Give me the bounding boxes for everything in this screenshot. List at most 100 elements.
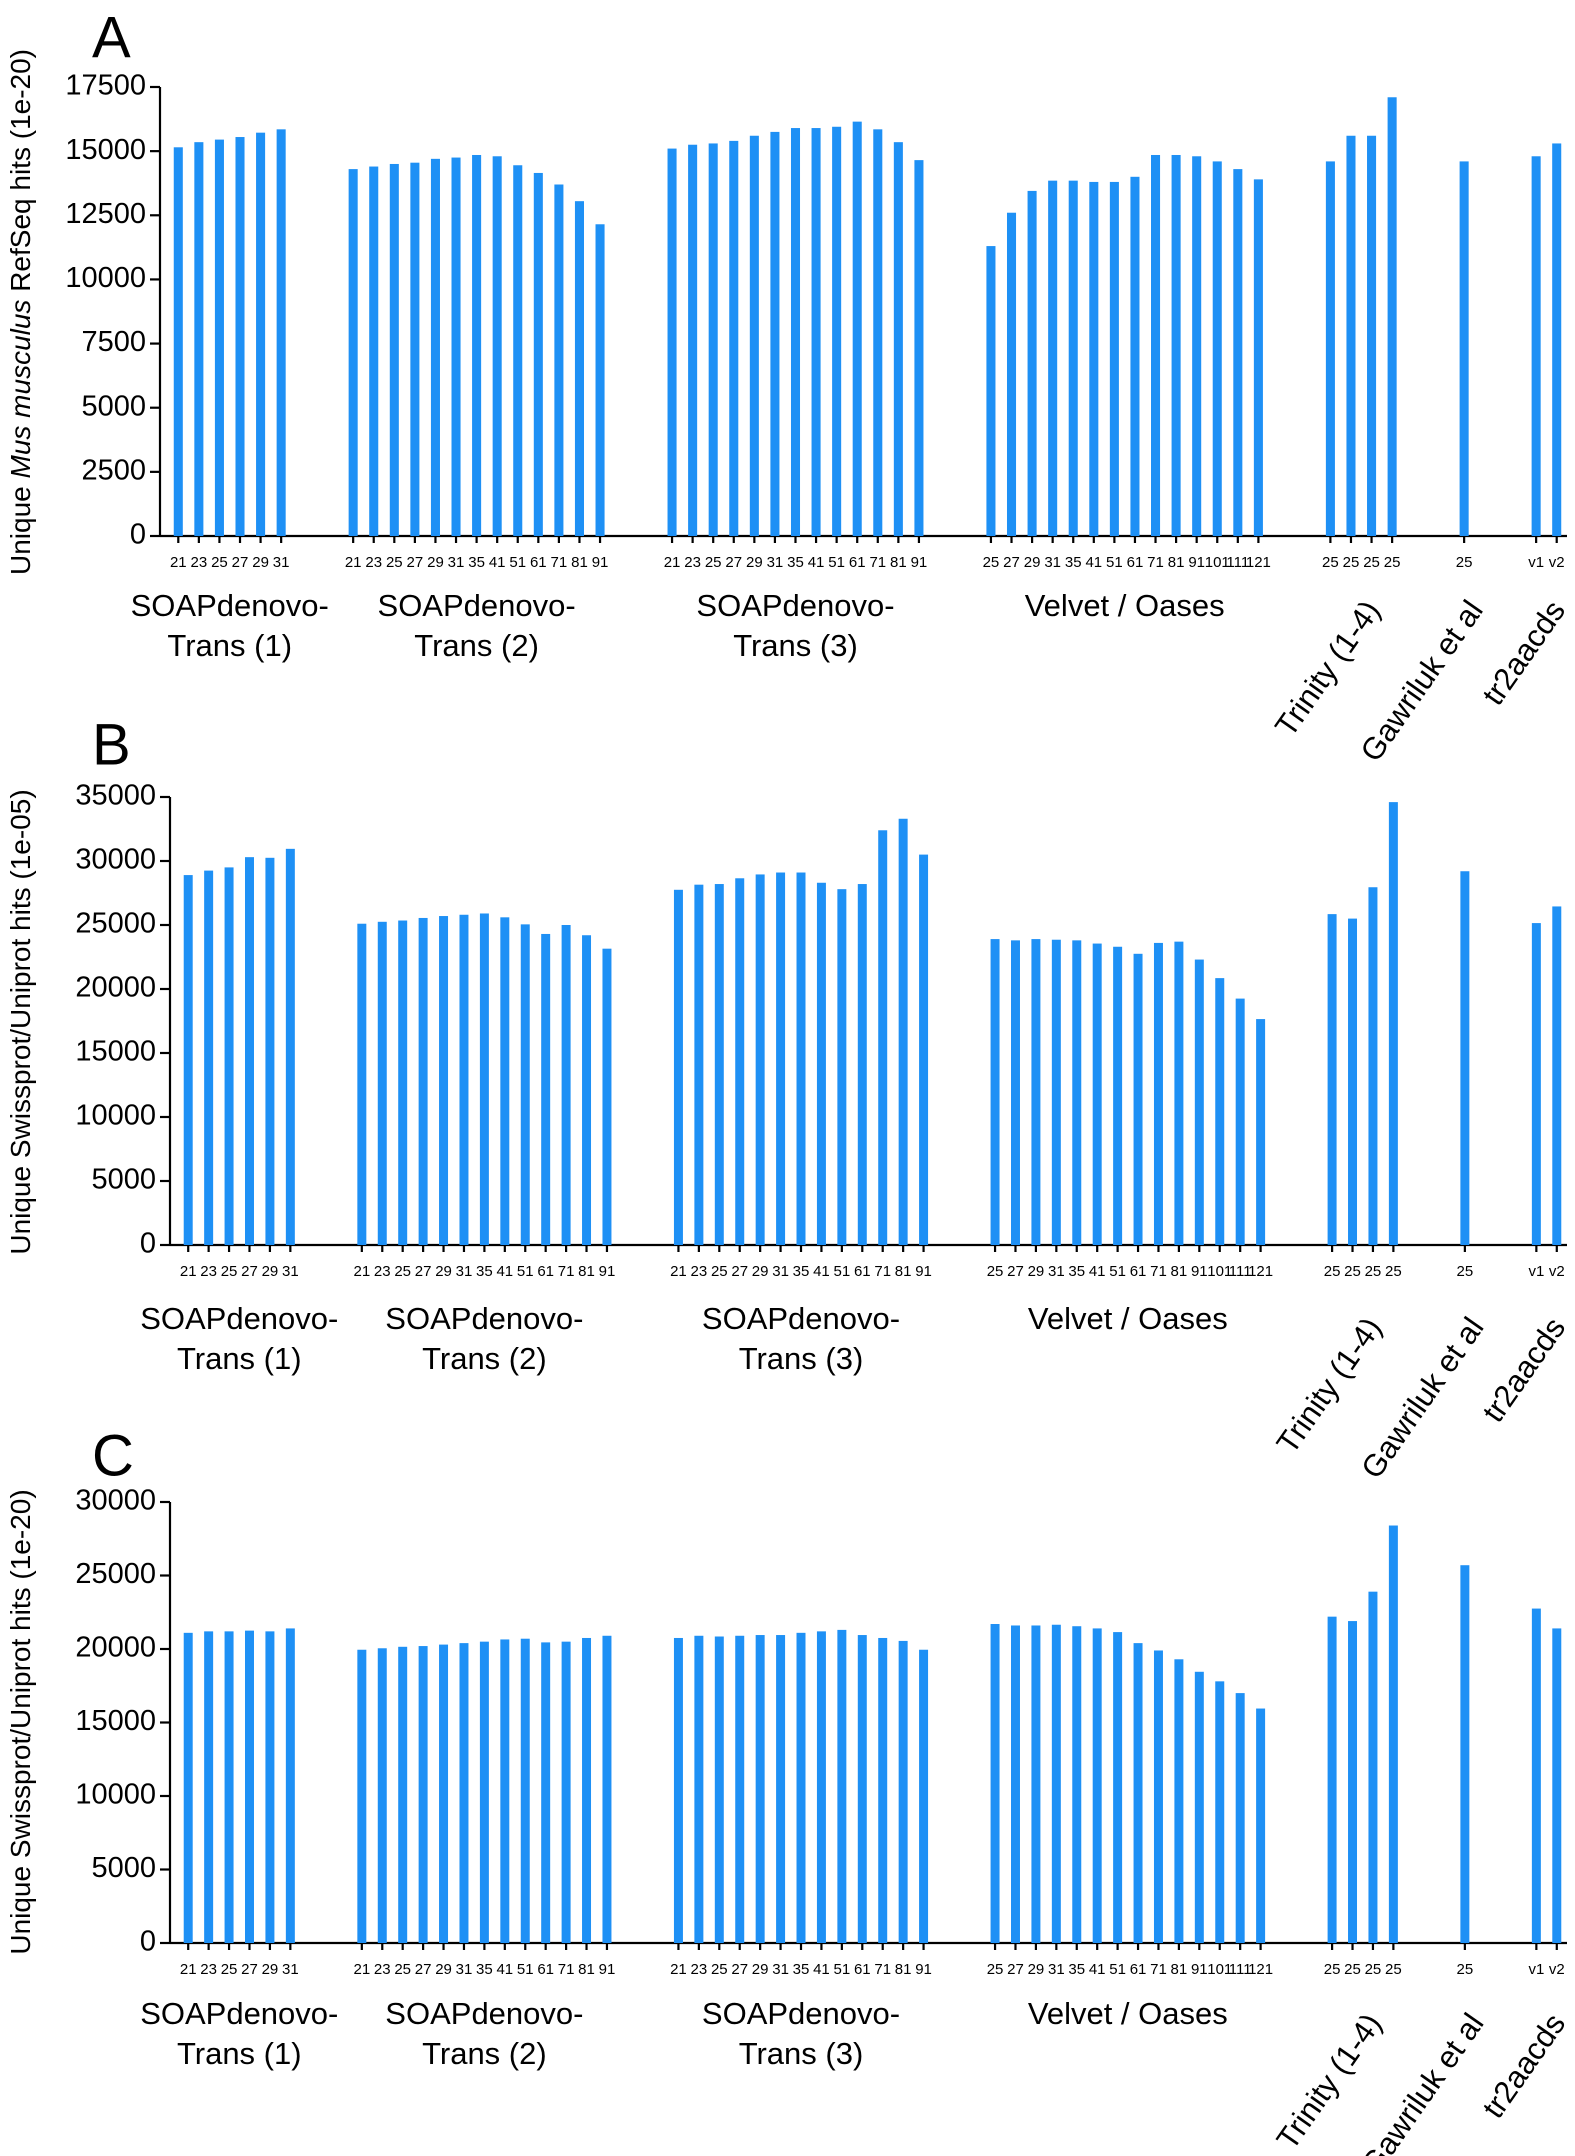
group-label: Velvet / Oases [1028,1301,1228,1336]
bar [714,884,724,1245]
bar [1010,1625,1020,1943]
x-tick-label: 61 [1130,1263,1147,1280]
bar [256,132,266,536]
x-tick-label: 81 [1168,554,1185,571]
bar [451,157,461,537]
x-tick-label: 35 [1068,1961,1085,1978]
bar [919,854,929,1245]
bar [857,1635,867,1943]
bar [1212,161,1222,537]
bar [513,165,523,537]
x-tick-label: 35 [1065,554,1082,571]
x-tick-label: 121 [1248,1961,1273,1978]
bar [1348,918,1358,1245]
x-tick-label: 81 [578,1263,595,1280]
x-tick-label: 25 [1344,1263,1361,1280]
x-tick-label: 91 [599,1961,616,1978]
x-tick-label: 51 [509,554,526,571]
x-tick-label: 27 [415,1961,432,1978]
bar [244,1630,254,1943]
bar [729,140,739,536]
bar [1256,1019,1266,1245]
x-tick-label: 51 [1109,1961,1126,1978]
bar [1068,180,1078,537]
x-tick-label: 27 [1007,1263,1024,1280]
x-tick-label: 21 [670,1263,687,1280]
bar [1051,1624,1061,1943]
bar [492,156,502,536]
bar [541,1642,551,1943]
y-tick-label: 10000 [75,1779,156,1811]
x-tick-label: 71 [874,1263,891,1280]
bar [1048,180,1058,537]
x-tick-label: 35 [468,554,485,571]
y-tick-label: 15000 [75,1036,156,1068]
x-tick-label: 41 [496,1961,513,1978]
x-tick-label: 25 [705,554,722,571]
bar [377,921,387,1245]
x-tick-label: 61 [854,1263,871,1280]
bar [735,878,745,1245]
group-label: Trinity (1-4) [1270,2007,1389,2156]
bar [1130,176,1140,537]
x-tick-label: 29 [252,554,269,571]
bar [1174,1659,1184,1943]
x-tick-label: 101 [1207,1961,1232,1978]
bar [1171,154,1181,536]
bar [1153,1650,1163,1943]
x-tick-label: 25 [987,1263,1004,1280]
group-label: SOAPdenovo-Trans (3) [702,1301,900,1376]
x-tick-label: v1 [1528,554,1544,571]
x-tick-label: 25 [1363,554,1380,571]
bar [1006,212,1017,536]
y-tick-label: 5000 [91,1164,156,1196]
bar [796,1632,806,1943]
bar [837,889,847,1245]
bar [500,1639,510,1943]
x-tick-label: 25 [1365,1263,1382,1280]
bar [1235,1693,1245,1943]
x-tick-label: 21 [353,1263,370,1280]
x-tick-label: 41 [1089,1263,1106,1280]
bar [472,154,482,536]
bar [574,201,584,536]
x-tick-label: 35 [1068,1263,1085,1280]
bar [1133,953,1143,1245]
x-tick-label: 61 [1130,1961,1147,1978]
x-tick-label: 71 [1150,1961,1167,1978]
x-tick-label: 31 [282,1961,299,1978]
bar [285,1628,295,1943]
x-tick-label: 51 [834,1961,851,1978]
x-tick-label: 91 [1191,1961,1208,1978]
x-tick-label: 61 [537,1961,554,1978]
x-tick-label: 91 [592,554,609,571]
bar [554,184,564,537]
x-tick-label: 41 [496,1263,513,1280]
bar [694,1635,704,1943]
group-label: tr2aacds [1475,1311,1572,1428]
bar [1552,143,1562,536]
x-tick-label: 81 [895,1263,912,1280]
y-tick-label: 10000 [65,262,146,294]
x-tick-label: 81 [578,1961,595,1978]
bar [1387,97,1397,537]
x-tick-label: 23 [365,554,382,571]
x-tick-label: 81 [1171,1961,1188,1978]
bar [204,870,214,1245]
panel-letter: C [92,1423,134,1488]
x-tick-label: 51 [517,1961,534,1978]
bar [1031,1625,1041,1943]
y-tick-label: 15000 [65,134,146,166]
y-tick-label: 30000 [75,1485,156,1517]
bar [1215,978,1225,1245]
x-tick-label: 27 [1003,554,1020,571]
x-tick-label: 27 [731,1961,748,1978]
x-tick-label: 27 [241,1961,258,1978]
x-tick-label: 35 [793,1263,810,1280]
bar [173,147,183,536]
bar [914,160,924,536]
bar [1089,181,1099,536]
x-tick-label: 41 [813,1263,830,1280]
bar [1368,887,1378,1245]
